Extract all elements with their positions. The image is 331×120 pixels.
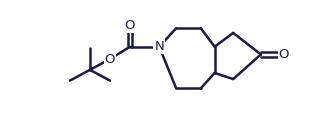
Text: O: O — [105, 53, 115, 66]
Text: O: O — [125, 19, 135, 32]
Text: N: N — [154, 40, 164, 53]
Text: O: O — [279, 48, 289, 61]
